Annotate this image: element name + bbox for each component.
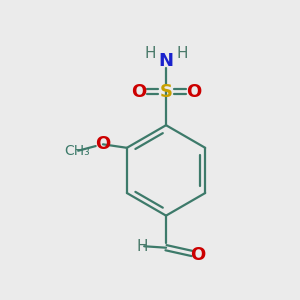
Text: H: H [144, 46, 156, 61]
Text: O: O [131, 83, 146, 101]
Text: H: H [136, 239, 148, 254]
Text: O: O [190, 246, 205, 264]
Text: N: N [158, 52, 173, 70]
Text: S: S [160, 83, 172, 101]
Text: O: O [95, 135, 111, 153]
Text: H: H [176, 46, 188, 61]
Text: O: O [186, 83, 201, 101]
Text: CH₃: CH₃ [64, 144, 90, 158]
